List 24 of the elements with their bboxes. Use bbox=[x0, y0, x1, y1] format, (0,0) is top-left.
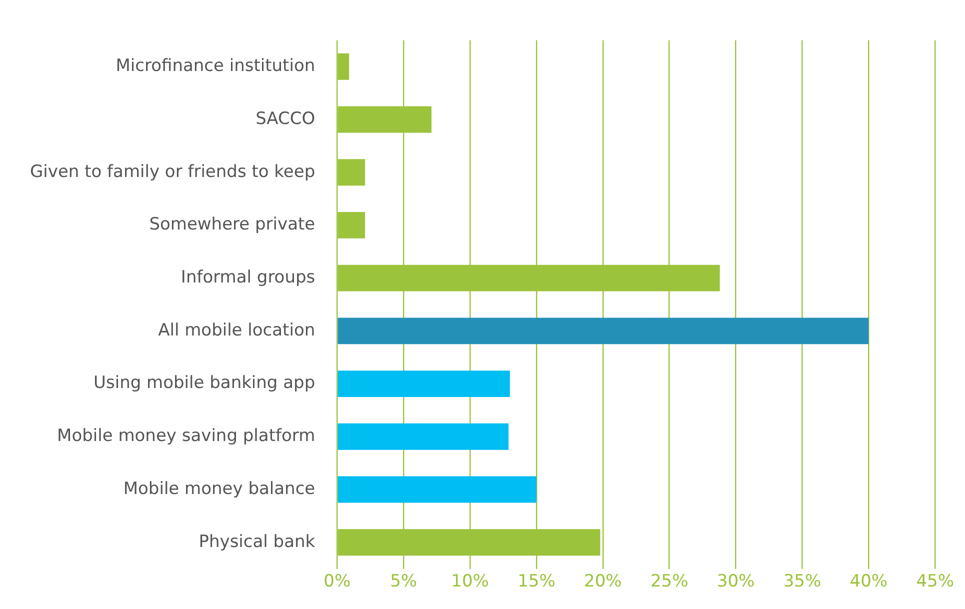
x-tick-label: 0% bbox=[324, 571, 351, 592]
y-tick-label: Physical bank bbox=[198, 532, 316, 552]
y-tick-label: SACCO bbox=[256, 108, 316, 129]
x-tick-label: 5% bbox=[390, 571, 418, 592]
bar bbox=[338, 370, 510, 398]
y-tick-label: Somewhere private bbox=[149, 214, 316, 235]
bar bbox=[338, 423, 509, 450]
x-tick-label: 20% bbox=[584, 571, 622, 592]
x-tick-label: 35% bbox=[783, 571, 822, 592]
y-tick-label: Informal groups bbox=[180, 267, 316, 288]
x-tick-label: 40% bbox=[850, 571, 888, 592]
y-tick-label: Mobile money saving platform bbox=[57, 426, 316, 446]
x-tick-label: 15% bbox=[518, 571, 556, 592]
bar bbox=[338, 318, 869, 344]
y-tick-label: Microfinance institution bbox=[116, 56, 316, 76]
y-tick-label: Using mobile banking app bbox=[94, 373, 316, 394]
y-tick-label: All mobile location bbox=[158, 320, 316, 340]
x-tick-label: 45% bbox=[916, 571, 954, 592]
y-tick-label: Mobile money balance bbox=[123, 478, 316, 499]
x-tick-label: 10% bbox=[451, 571, 489, 592]
bar bbox=[338, 476, 536, 503]
y-tick-label: Given to family or friends to keep bbox=[30, 162, 316, 182]
x-tick-label: 25% bbox=[650, 571, 688, 592]
x-tick-label: 30% bbox=[716, 571, 755, 592]
